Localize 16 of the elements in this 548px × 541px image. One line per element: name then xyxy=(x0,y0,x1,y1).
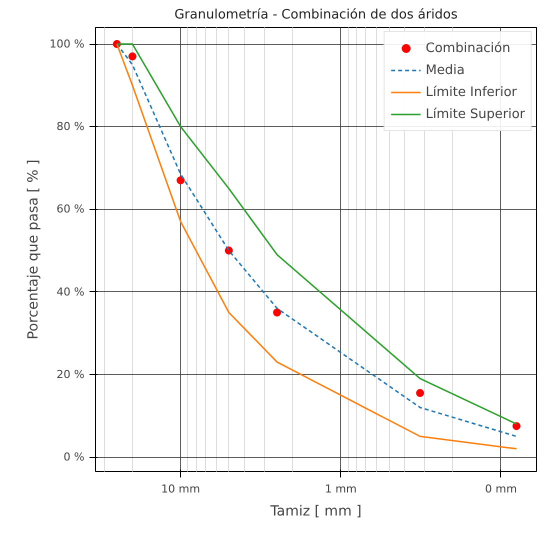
x-tick-label: 0 mm xyxy=(485,482,517,496)
legend-label: Combinación xyxy=(426,40,510,56)
legend-label: Límite Inferior xyxy=(426,84,517,100)
x-tick-label: 1 mm xyxy=(324,482,357,496)
y-tick-label: 0 % xyxy=(64,450,85,464)
y-tick-label: 20 % xyxy=(56,368,85,381)
y-axis-title: Porcentaje que pasa [ % ] xyxy=(26,160,42,340)
y-tick-label: 60 % xyxy=(56,202,85,216)
x-tick-label: 10 mm xyxy=(161,482,200,496)
y-tick-label: 80 % xyxy=(56,120,85,134)
y-tick-label: 100 % xyxy=(50,38,85,51)
legend-label: Media xyxy=(426,62,465,78)
x-axis-title: Tamiz [ mm ] xyxy=(269,504,362,520)
legend-label: Límite Superior xyxy=(426,106,525,122)
y-tick-label: 40 % xyxy=(56,285,85,298)
chart-title: Granulometría - Combinación de dos áridos xyxy=(174,8,458,22)
